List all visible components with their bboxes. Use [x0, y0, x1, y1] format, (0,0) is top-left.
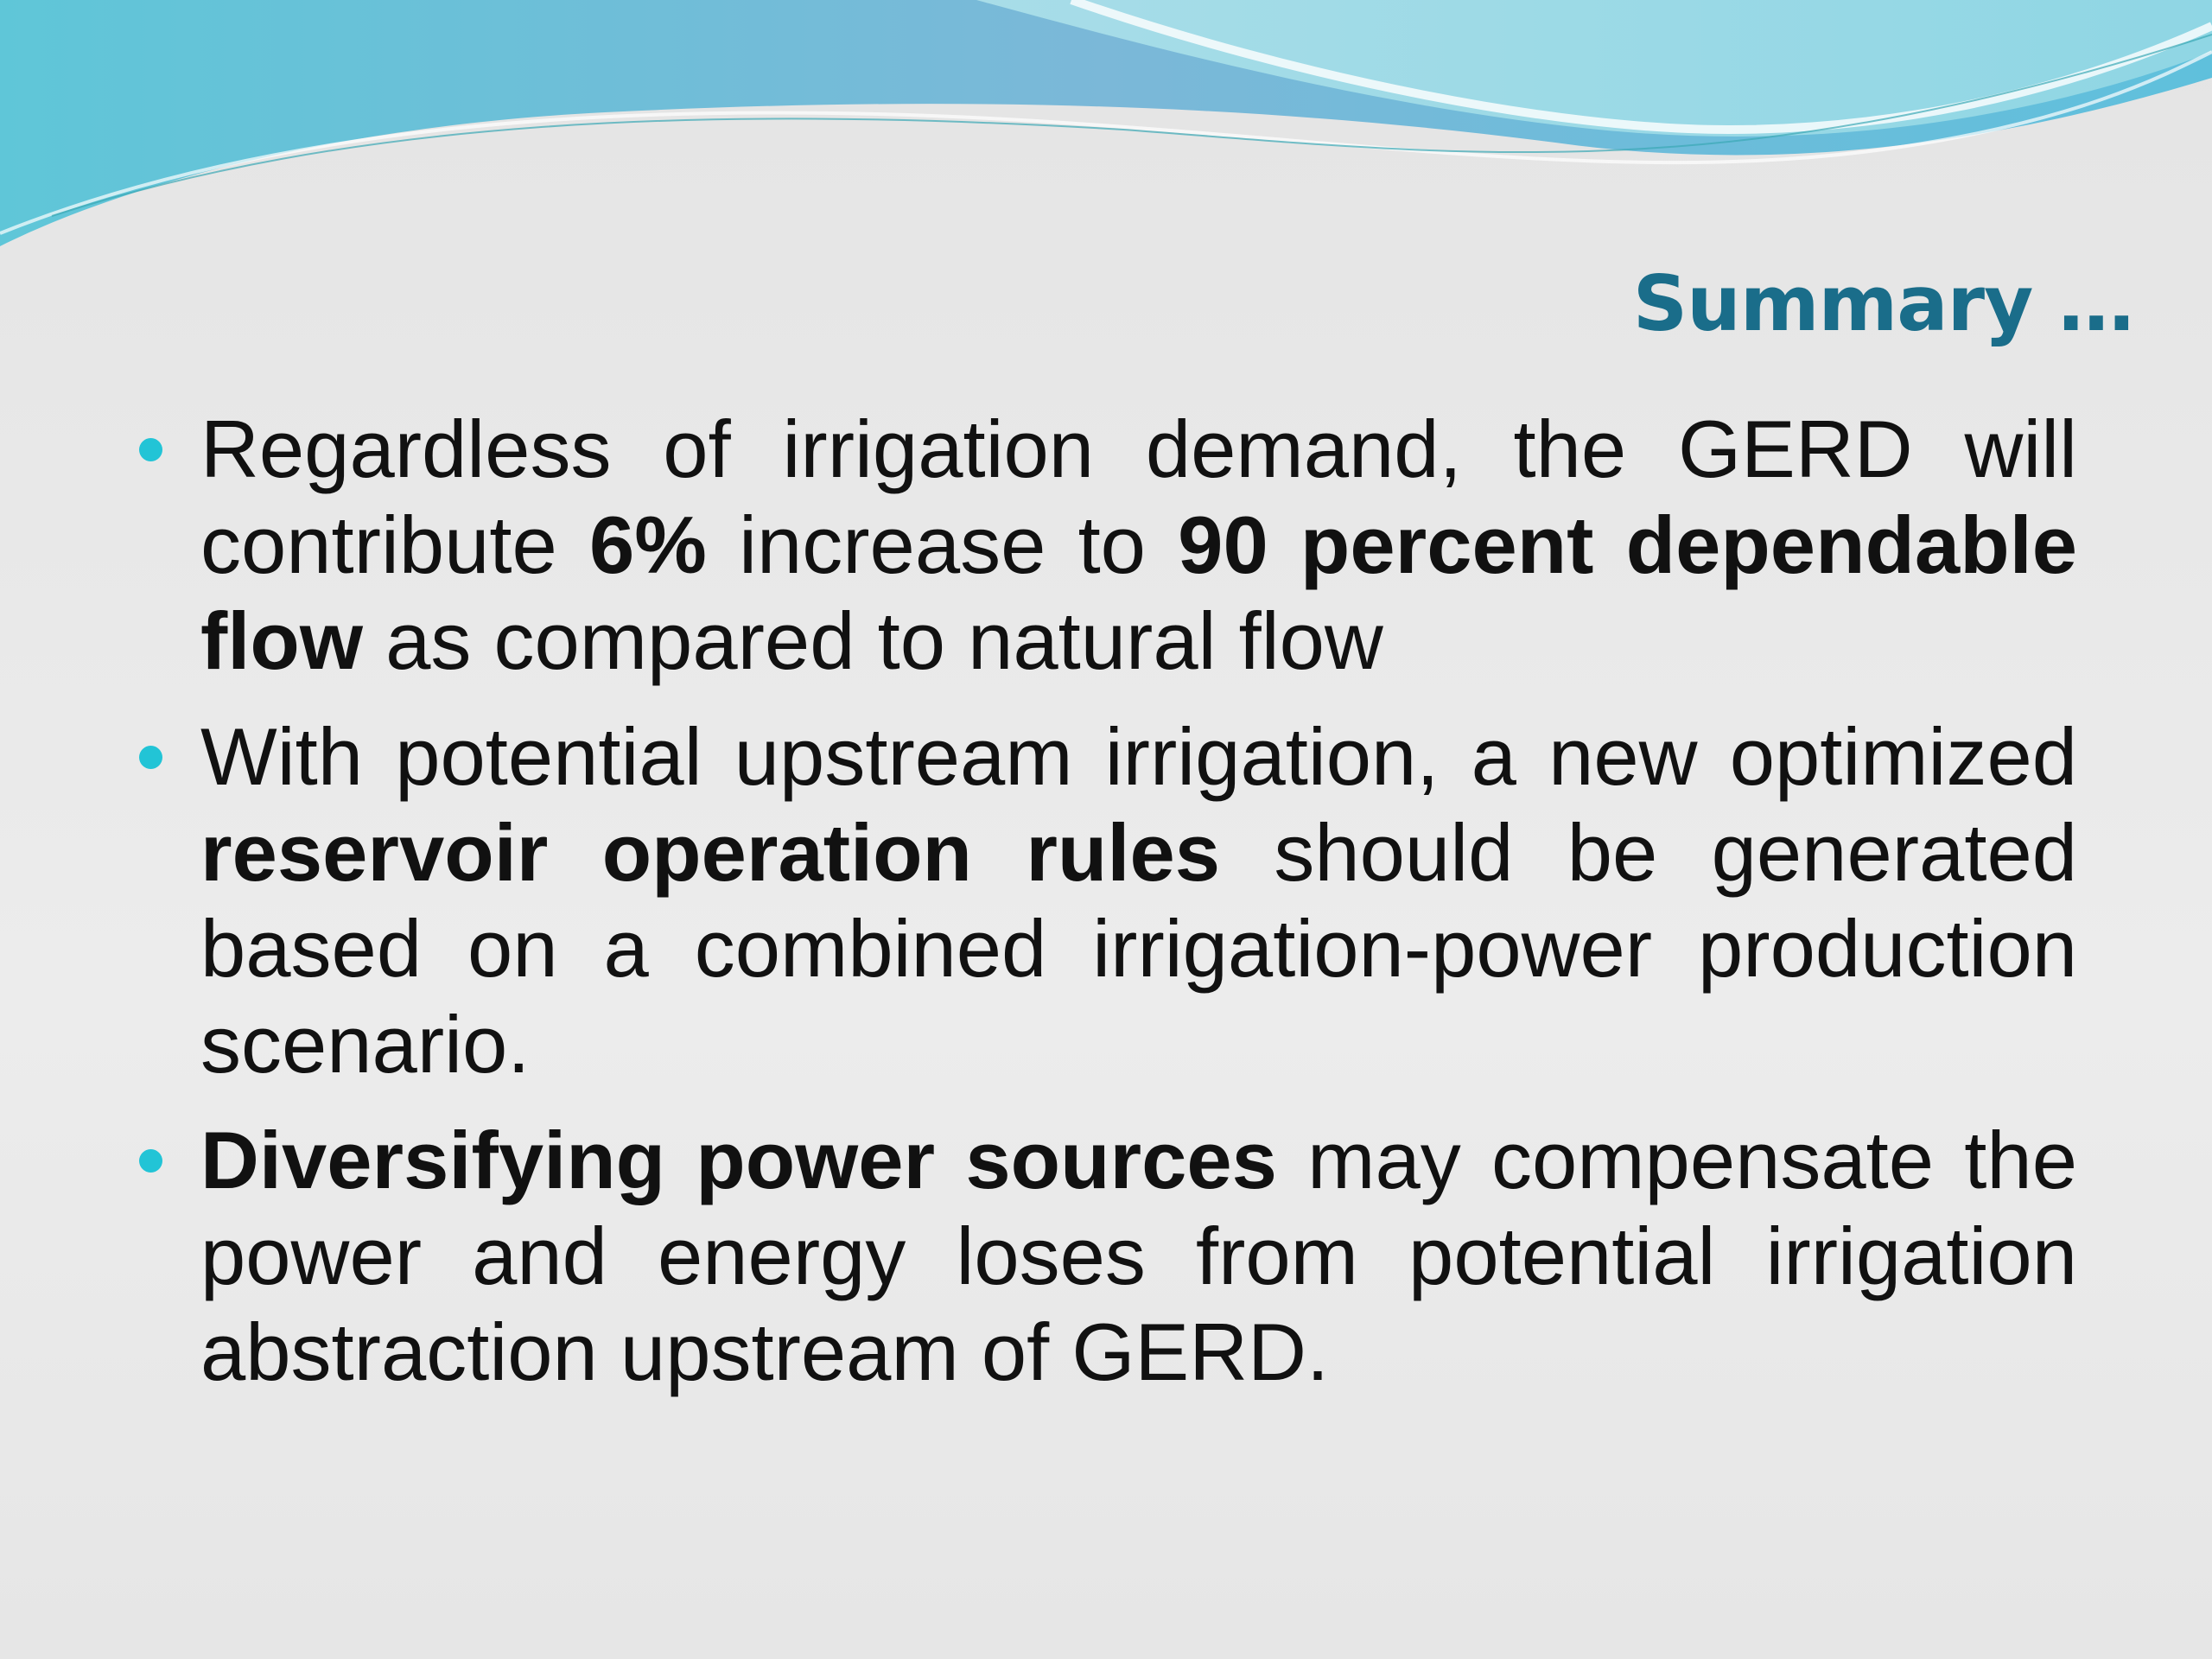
bold-text: 90 percent dependable flow — [200, 499, 2078, 686]
bullet: Regardless of irrigation demand, the GER… — [139, 401, 2078, 689]
slide-title: Summary … — [1632, 259, 2134, 348]
text: may compensate the power and energy lose… — [200, 1115, 2077, 1397]
bullet: Diversifying power sources may compensat… — [139, 1112, 2077, 1400]
bold-text: reservoir operation rules — [200, 807, 1221, 898]
text: With potential upstream irrigation, a ne… — [200, 711, 2077, 802]
text: Regardless of irrigation demand, the GER… — [200, 404, 2077, 590]
text: should be generated based on a combined … — [200, 807, 2077, 1090]
bold-text: 6% — [589, 499, 707, 590]
bullet-list: Regardless of irrigation demand, the GER… — [139, 401, 2078, 1400]
header-waves — [0, 0, 2212, 246]
bold-text: Diversifying power sources — [200, 1115, 1277, 1205]
text: increase to — [706, 499, 1179, 590]
bullet: With potential upstream irrigation, a ne… — [139, 709, 2077, 1092]
text: as compared to natural flow — [362, 595, 1383, 686]
